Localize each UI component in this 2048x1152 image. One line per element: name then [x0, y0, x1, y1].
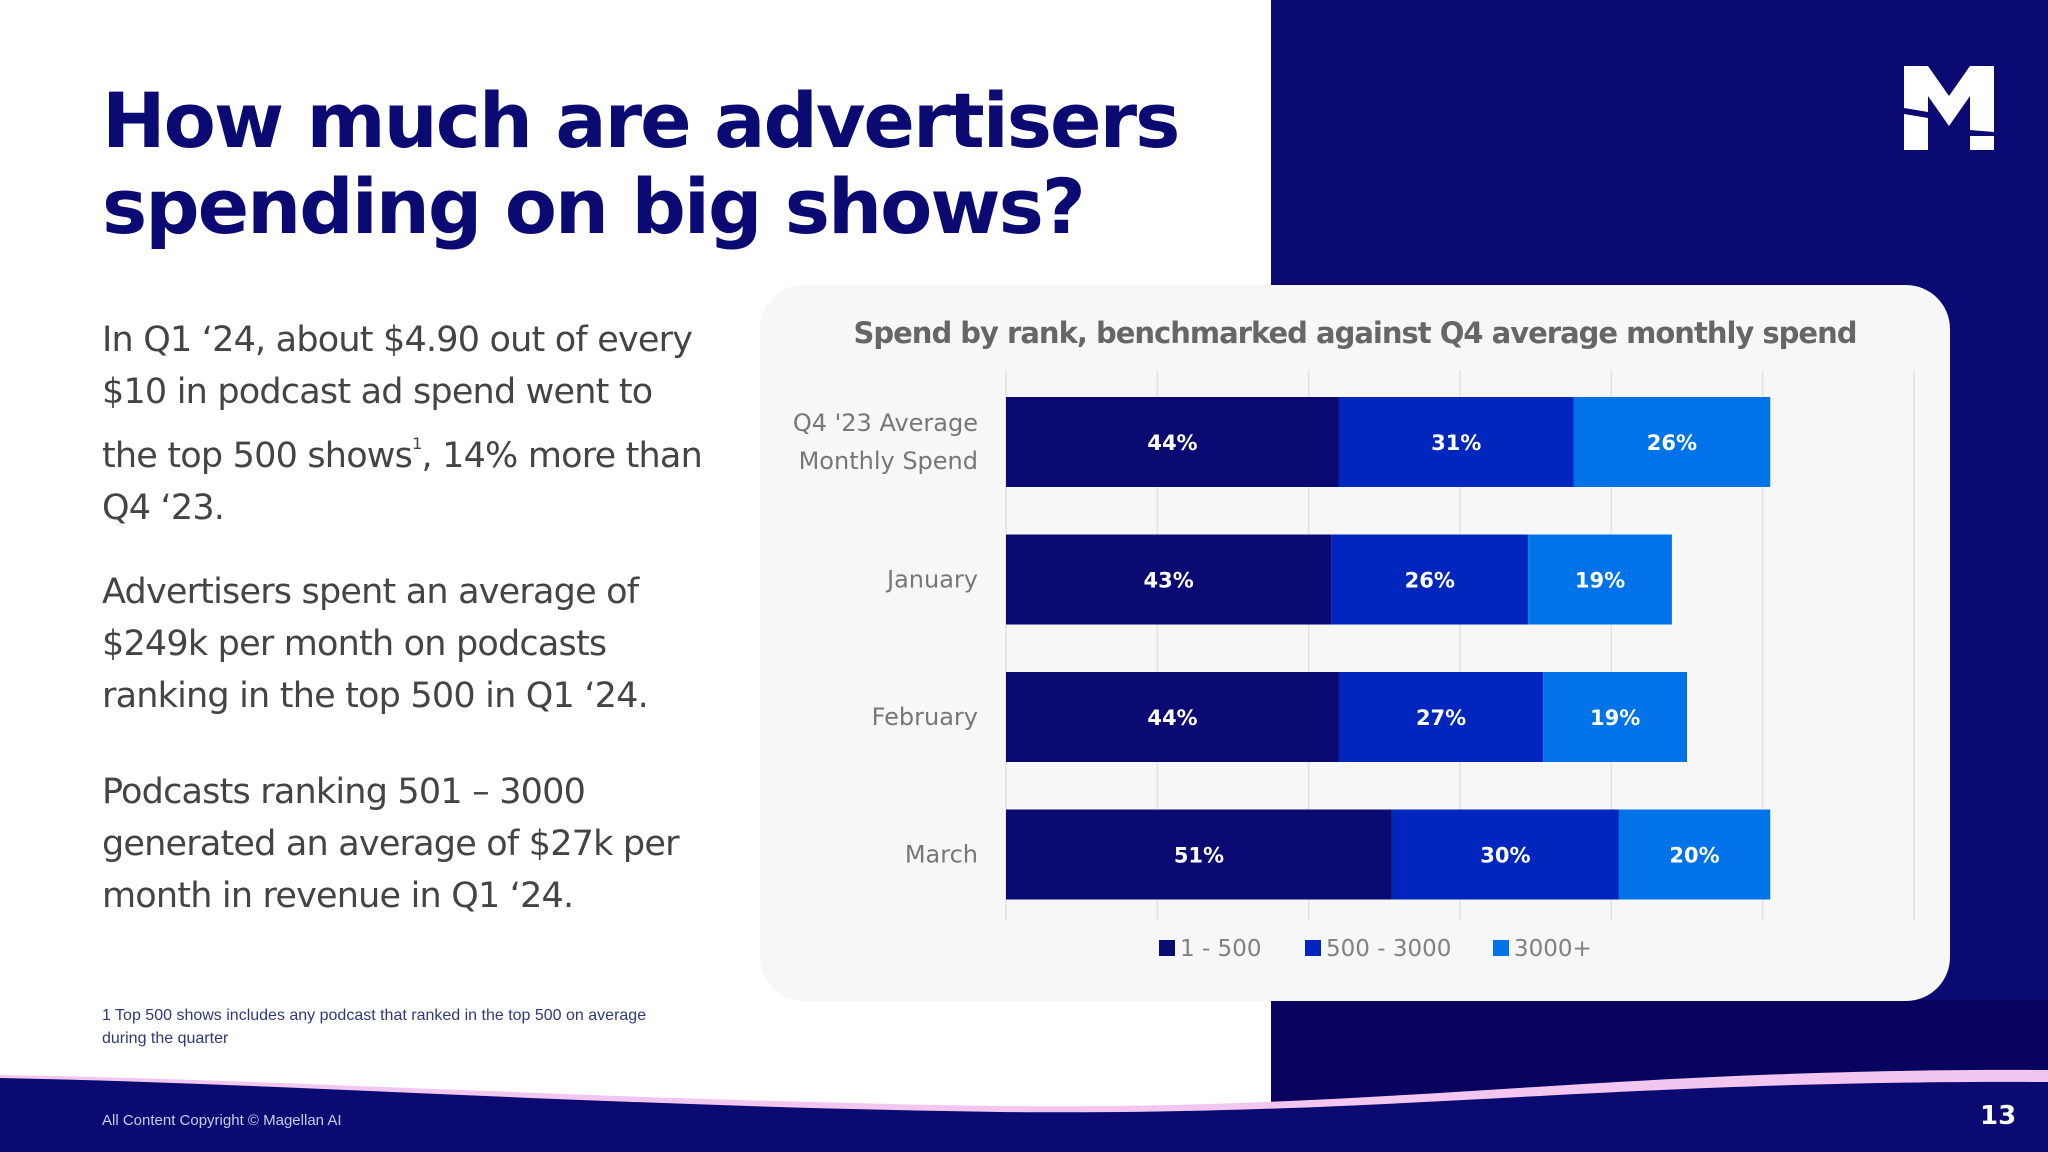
category-label: Q4 '23 Average Monthly Spend: [793, 409, 978, 475]
legend-label: 1 - 500: [1180, 936, 1261, 962]
legend-swatch: [1305, 940, 1321, 956]
paragraph-line: month in revenue in Q1 ‘24.: [102, 876, 574, 916]
bar-value-label: 26%: [1647, 431, 1697, 455]
bar-segment: [1391, 809, 1619, 900]
bar-value-label: 51%: [1174, 844, 1224, 868]
bar-value-label: 44%: [1147, 431, 1197, 455]
category-label-line: January: [885, 566, 978, 594]
bar-segment: [1573, 397, 1771, 487]
category-label: March: [905, 841, 978, 869]
bar-value-label: 20%: [1669, 844, 1719, 868]
paragraph-top500-share: In Q1 ‘24, about $4.90 out of every $10 …: [102, 314, 722, 534]
bar-value-label: 43%: [1144, 569, 1194, 593]
bar-segment: [1006, 809, 1392, 900]
bar-value-label: 19%: [1590, 706, 1640, 730]
legend-label: 3000+: [1514, 936, 1592, 962]
bar-segment: [1543, 672, 1687, 762]
category-label-line: Monthly Spend: [799, 447, 978, 475]
paragraph-line: generated an average of $27k per: [102, 824, 679, 864]
bar-value-label: 19%: [1575, 569, 1625, 593]
category-label-line: March: [905, 841, 978, 869]
paragraph-line: ranking in the top 500 in Q1 ‘24.: [102, 676, 649, 716]
title-line-1: How much are advertisers: [102, 76, 1180, 165]
bar-segment: [1338, 672, 1544, 762]
bar-value-label: 27%: [1416, 706, 1466, 730]
bar-segment: [1006, 672, 1339, 762]
category-label-line: Q4 '23 Average: [793, 409, 978, 437]
paragraph-line: Q4 ‘23.: [102, 488, 225, 528]
bar-segment: [1006, 397, 1339, 487]
footnote-marker: 1: [412, 434, 422, 453]
chart-title: Spend by rank, benchmarked against Q4 av…: [853, 316, 1857, 350]
copyright-text: All Content Copyright © Magellan AI: [102, 1112, 342, 1129]
category-label-line: February: [872, 703, 978, 731]
paragraph-mid-tier-revenue: Podcasts ranking 501 – 3000 generated an…: [102, 766, 722, 922]
legend-label: 500 - 3000: [1326, 936, 1451, 962]
bar-value-label: 44%: [1147, 706, 1197, 730]
paragraph-line: the top 500 shows1, 14% more than: [102, 418, 722, 482]
paragraph-text: , 14% more than: [421, 436, 702, 476]
magellan-logo-icon: [1904, 66, 1994, 150]
category-label: February: [872, 703, 978, 731]
page-number: 13: [1980, 1101, 2017, 1131]
footer-wave-base: [0, 1078, 2048, 1152]
bar-segment: [1006, 534, 1332, 625]
paragraph-line: Advertisers spent an average of: [102, 572, 639, 612]
category-label: January: [885, 566, 978, 594]
paragraph-line: In Q1 ‘24, about $4.90 out of every: [102, 320, 693, 360]
paragraph-line: $249k per month on podcasts: [102, 624, 607, 664]
paragraph-text: the top 500 shows: [102, 436, 413, 476]
bar-segment: [1618, 809, 1771, 900]
footnote-line: 1 Top 500 shows includes any podcast tha…: [102, 1007, 647, 1024]
legend-swatch: [1159, 940, 1175, 956]
bar-segment: [1331, 534, 1529, 625]
footnote: 1 Top 500 shows includes any podcast tha…: [102, 1004, 722, 1050]
paragraph-average-spend: Advertisers spent an average of $249k pe…: [102, 566, 722, 722]
bar-segment: [1338, 397, 1574, 487]
footer-wave: [0, 1069, 2048, 1152]
legend-swatch: [1493, 940, 1509, 956]
bar-value-label: 30%: [1480, 844, 1530, 868]
paragraph-line: Podcasts ranking 501 – 3000: [102, 772, 586, 812]
bar-segment: [1528, 534, 1672, 625]
paragraph-line: $10 in podcast ad spend went to: [102, 372, 653, 412]
page-title: How much are advertisers spending on big…: [102, 78, 1262, 250]
title-line-2: spending on big shows?: [102, 162, 1086, 251]
bar-value-label: 26%: [1405, 569, 1455, 593]
stacked-bar-chart: Q4 '23 Average Monthly Spend 44% 31% 26% Janu…: [793, 370, 1915, 962]
bar-value-label: 31%: [1431, 431, 1481, 455]
footnote-line: during the quarter: [102, 1030, 229, 1047]
